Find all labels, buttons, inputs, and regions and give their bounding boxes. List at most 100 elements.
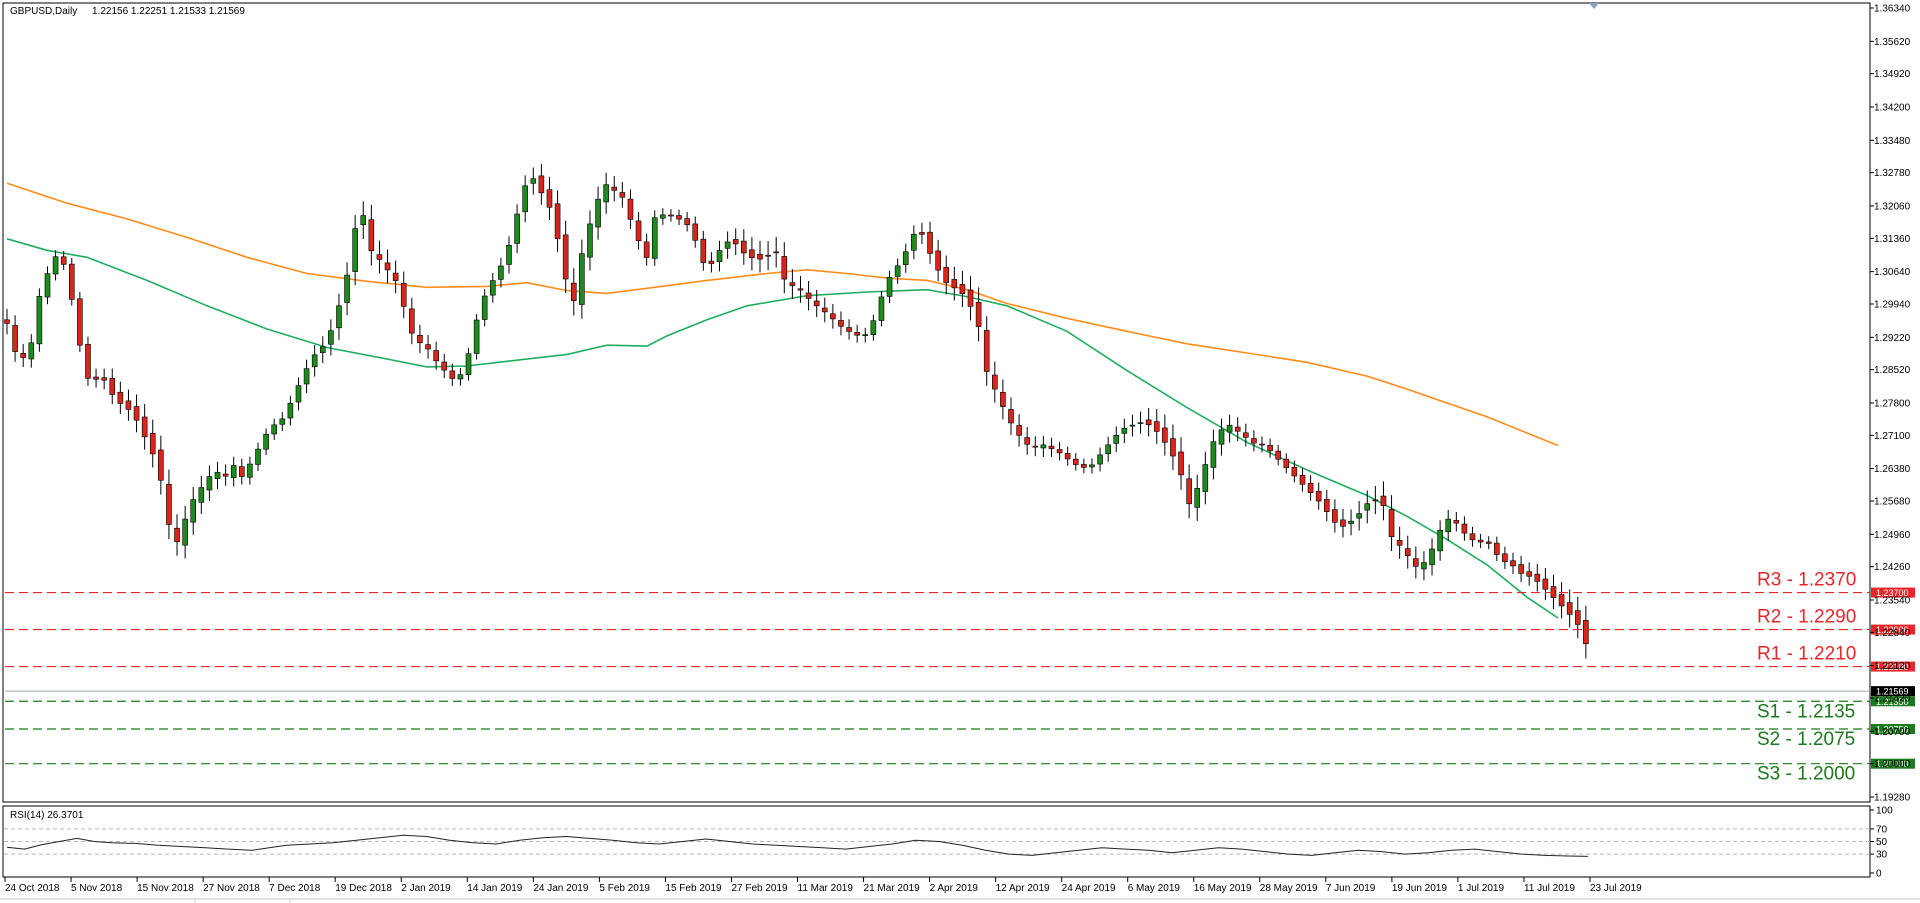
- candle-bear: [1283, 458, 1290, 468]
- level-label: R2 - 1.2290: [1757, 607, 1856, 628]
- candle-bull: [1364, 503, 1371, 511]
- price-tick-label: 1.35620: [1874, 37, 1911, 48]
- level-price-tag-text: 1.22900: [1876, 625, 1909, 635]
- time-tick-label: 19 Jun 2019: [1392, 883, 1447, 894]
- level-price-tag-text: 1.20000: [1876, 759, 1909, 769]
- candle-bull: [886, 277, 893, 297]
- candle-bear: [983, 330, 990, 372]
- candles: [4, 163, 1589, 659]
- candle-bull: [1105, 444, 1111, 455]
- level-price-tag-text: 1.21350: [1876, 697, 1909, 707]
- candle-bear: [1388, 509, 1395, 538]
- candle-bear: [20, 353, 26, 358]
- candle-bear: [68, 263, 75, 300]
- candle-bear: [109, 378, 116, 395]
- candle-bear: [668, 214, 674, 217]
- candle-bear: [805, 292, 812, 299]
- time-tick-label: 15 Nov 2018: [137, 883, 194, 894]
- candle-bull: [1218, 429, 1225, 445]
- candle-bull: [182, 518, 188, 546]
- candle-bear: [1558, 594, 1565, 607]
- candle-bear: [392, 272, 399, 281]
- level-label: R3 - 1.2370: [1757, 570, 1856, 591]
- support-resistance-levels: R3 - 1.2370 1.23700 R2 - 1.2290 1.22900 R1 -…: [5, 570, 1915, 785]
- candle-bear: [838, 320, 844, 327]
- candle-bear: [1000, 391, 1006, 407]
- candle-bull: [190, 499, 197, 523]
- price-tick-label: 1.36340: [1874, 4, 1911, 15]
- price-tick-label: 1.20700: [1874, 727, 1911, 738]
- candle-bull: [295, 385, 302, 403]
- candle-bear: [1469, 533, 1476, 541]
- candle-bear: [773, 251, 779, 254]
- candle-bull: [352, 228, 358, 272]
- price-tick-label: 1.32780: [1874, 168, 1911, 179]
- price-tick-label: 1.19280: [1874, 793, 1911, 804]
- candle-bear: [1032, 445, 1039, 448]
- candle-bear: [1307, 482, 1314, 493]
- candle-bear: [1404, 548, 1411, 557]
- candle-bear: [1056, 449, 1063, 454]
- rsi-tick-label: 30: [1876, 850, 1888, 861]
- time-tick-label: 28 May 2019: [1260, 883, 1318, 894]
- candle-bull: [911, 233, 917, 251]
- time-tick-label: 7 Jun 2019: [1326, 883, 1376, 894]
- candle-bear: [1048, 445, 1055, 449]
- price-tick-label: 1.34920: [1874, 69, 1911, 80]
- candle-bear: [813, 300, 820, 307]
- time-tick-label: 24 Oct 2018: [5, 883, 60, 894]
- candle-bear: [1461, 523, 1468, 534]
- rsi-panel[interactable]: 100 70 50 30 0: [4, 806, 1893, 880]
- candle-bull: [1194, 488, 1201, 508]
- candle-bear: [757, 253, 763, 260]
- candle-bear: [400, 283, 407, 307]
- candle-bull: [230, 465, 237, 478]
- time-tick-label: 24 Apr 2019: [1062, 883, 1116, 894]
- level-label: S2 - 1.2075: [1757, 729, 1855, 750]
- candle-bear: [741, 240, 747, 254]
- price-tick-label: 1.21420: [1874, 694, 1911, 705]
- candle-bull: [36, 296, 43, 345]
- level-label: S1 - 1.2135: [1757, 701, 1855, 722]
- candle-bear: [1291, 466, 1298, 477]
- candle-bear: [781, 256, 788, 280]
- candle-bear: [1081, 464, 1087, 468]
- candle-bull: [894, 265, 901, 277]
- candle-bear: [967, 289, 974, 307]
- time-tick-label: 6 May 2019: [1128, 883, 1181, 894]
- candle-bull: [198, 487, 205, 503]
- candle-bull: [44, 273, 51, 298]
- candle-bull: [336, 305, 342, 329]
- candle-bull: [344, 274, 350, 303]
- candle-bull: [1421, 562, 1427, 570]
- candle-bull: [465, 353, 472, 376]
- candle-bull: [1121, 427, 1128, 434]
- candle-bear: [368, 219, 375, 252]
- candle-bull: [1040, 444, 1047, 449]
- candle-bull: [1445, 518, 1452, 533]
- candle-bear: [789, 282, 796, 286]
- candle-bear: [1502, 553, 1508, 563]
- candle-bull: [651, 217, 658, 259]
- time-tick-label: 15 Feb 2019: [665, 883, 722, 894]
- candle-bear: [1162, 427, 1168, 443]
- level-price-tag: [1871, 587, 1915, 598]
- candle-bear: [538, 175, 545, 194]
- price-tick-label: 1.28520: [1874, 365, 1911, 376]
- candle-bear: [959, 284, 966, 295]
- candle-bear: [611, 186, 618, 191]
- price-axis: 1.36340 1.35620 1.34920 1.34200 1.33480 1.327…: [1870, 4, 1911, 804]
- candle-bear: [409, 308, 415, 334]
- candle-bear: [1153, 421, 1160, 432]
- candle-bear: [1477, 539, 1484, 543]
- time-tick-label: 11 Jul 2019: [1524, 883, 1575, 894]
- candle-bear: [1396, 540, 1403, 546]
- time-tick-label: 21 Mar 2019: [864, 883, 921, 894]
- candle-bull: [902, 251, 909, 265]
- candle-bear: [992, 374, 998, 390]
- candle-bull: [878, 296, 885, 321]
- price-tick-label: 1.31360: [1874, 234, 1911, 245]
- candle-bear: [1024, 437, 1030, 445]
- candle-bear: [1566, 602, 1573, 615]
